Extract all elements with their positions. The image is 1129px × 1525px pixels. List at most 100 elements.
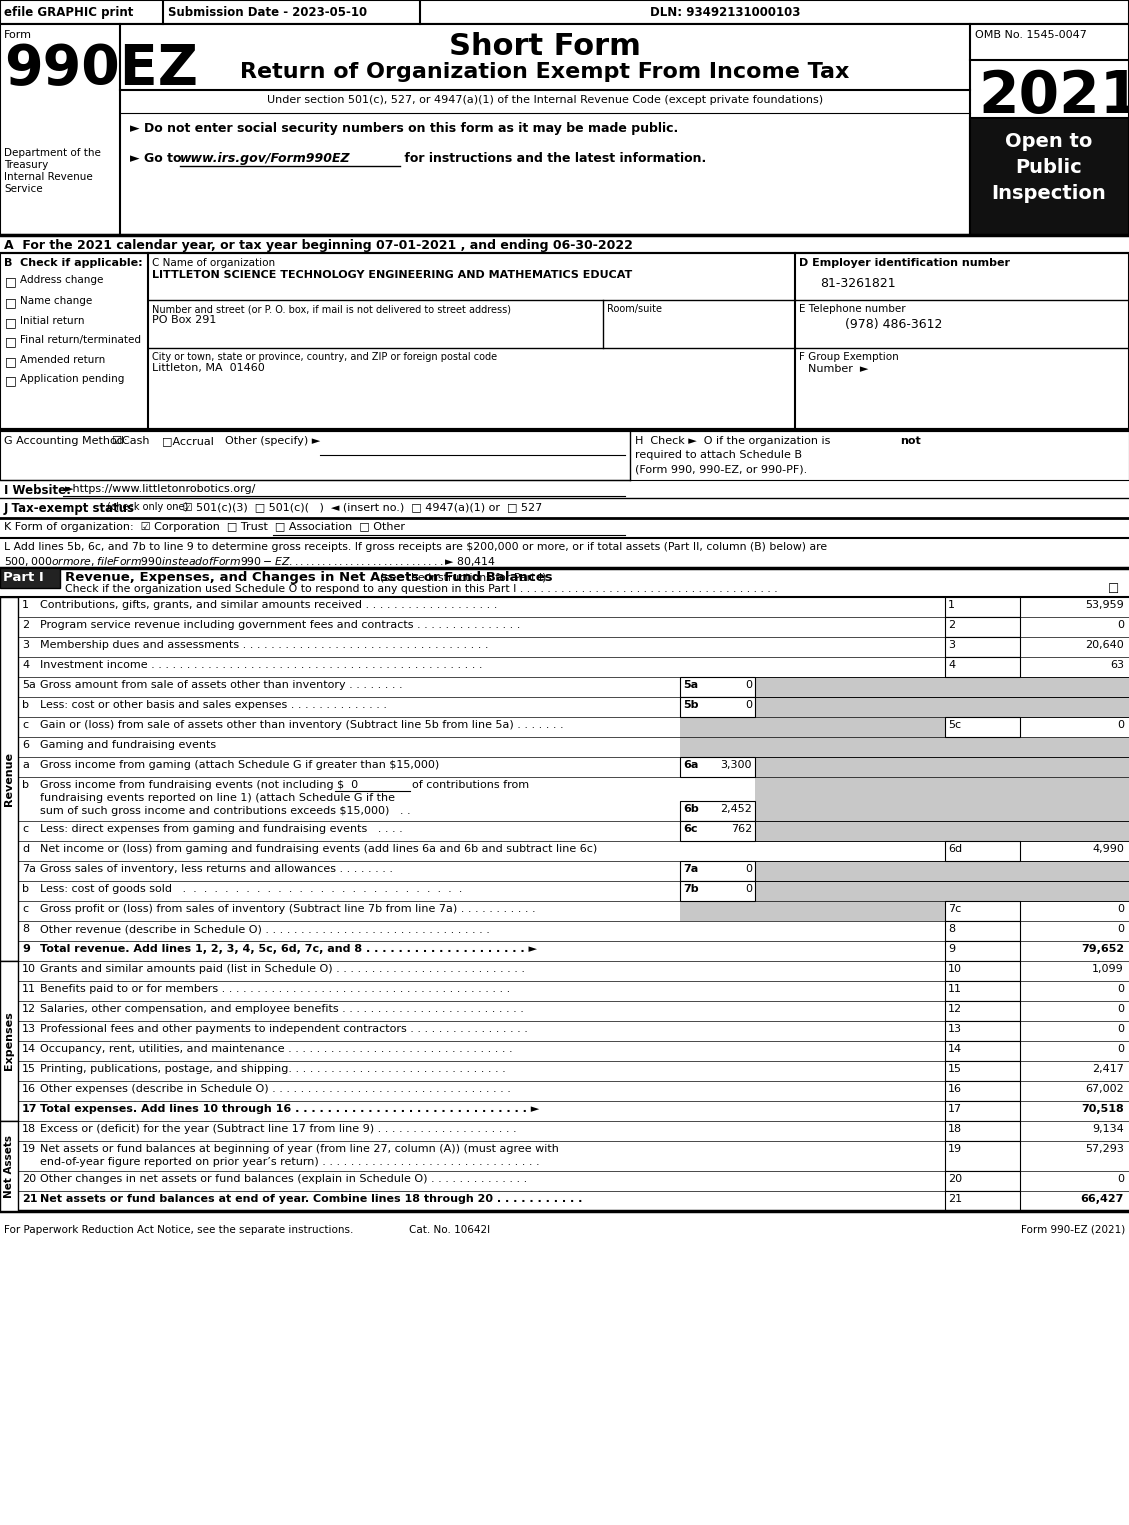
Text: 0: 0 <box>745 680 752 689</box>
Bar <box>945 921 1019 941</box>
Text: C Name of organization: C Name of organization <box>152 258 275 268</box>
Text: Total expenses. Add lines 10 through 16 . . . . . . . . . . . . . . . . . . . . : Total expenses. Add lines 10 through 16 … <box>40 1104 540 1113</box>
Bar <box>680 901 945 921</box>
Text: 2: 2 <box>21 621 29 630</box>
Text: 12: 12 <box>21 1003 36 1014</box>
Text: 10: 10 <box>21 964 36 974</box>
Bar <box>680 717 945 737</box>
Text: 11: 11 <box>948 984 962 994</box>
Text: 53,959: 53,959 <box>1085 599 1124 610</box>
Bar <box>945 1141 1019 1171</box>
Text: 5c: 5c <box>948 720 961 730</box>
Text: 0: 0 <box>745 865 752 874</box>
Text: Gross amount from sale of assets other than inventory . . . . . . . .: Gross amount from sale of assets other t… <box>40 680 403 689</box>
Bar <box>0 253 1129 430</box>
Text: 7a: 7a <box>683 865 698 874</box>
Bar <box>945 1042 1019 1061</box>
Text: Number  ►: Number ► <box>808 364 868 374</box>
Text: 12: 12 <box>948 1003 962 1014</box>
Text: Grants and similar amounts paid (list in Schedule O) . . . . . . . . . . . . . .: Grants and similar amounts paid (list in… <box>40 964 525 974</box>
Text: 2021: 2021 <box>978 69 1129 125</box>
Text: PO Box 291: PO Box 291 <box>152 316 217 325</box>
Bar <box>945 1022 1019 1042</box>
Text: Form: Form <box>5 30 32 40</box>
Text: Revenue, Expenses, and Changes in Net Assets or Fund Balances: Revenue, Expenses, and Changes in Net As… <box>65 570 552 584</box>
Bar <box>680 820 755 840</box>
Text: 9: 9 <box>948 944 955 955</box>
Text: 13: 13 <box>948 1023 962 1034</box>
Text: Net assets or fund balances at end of year. Combine lines 18 through 20 . . . . : Net assets or fund balances at end of ye… <box>40 1194 583 1205</box>
Bar <box>945 596 1019 618</box>
Text: 0: 0 <box>745 700 752 711</box>
Text: of contributions from: of contributions from <box>412 779 530 790</box>
Bar <box>945 1000 1019 1022</box>
Text: 8: 8 <box>948 924 955 933</box>
Text: 16: 16 <box>21 1084 36 1093</box>
Text: Initial return: Initial return <box>20 316 85 326</box>
Text: 21: 21 <box>948 1194 962 1205</box>
Text: 0: 0 <box>1117 1045 1124 1054</box>
Text: Cat. No. 10642I: Cat. No. 10642I <box>410 1225 491 1235</box>
Bar <box>755 862 1129 881</box>
Text: ☑Cash: ☑Cash <box>105 436 149 445</box>
Text: 63: 63 <box>1110 660 1124 669</box>
Text: Number and street (or P. O. box, if mail is not delivered to street address): Number and street (or P. O. box, if mail… <box>152 303 511 314</box>
Bar <box>0 430 1129 480</box>
Text: c: c <box>21 720 28 730</box>
Text: ► Go to: ► Go to <box>130 152 186 165</box>
Text: 2: 2 <box>948 621 955 630</box>
Text: 6c: 6c <box>683 824 698 834</box>
Text: d: d <box>21 843 29 854</box>
Text: □: □ <box>5 374 17 387</box>
Text: 20: 20 <box>948 1174 962 1183</box>
Text: 0: 0 <box>1117 924 1124 933</box>
Bar <box>945 637 1019 657</box>
Text: Professional fees and other payments to independent contractors . . . . . . . . : Professional fees and other payments to … <box>40 1023 528 1034</box>
Text: Excess or (deficit) for the year (Subtract line 17 from line 9) . . . . . . . . : Excess or (deficit) for the year (Subtra… <box>40 1124 517 1135</box>
Text: · ☑ 501(c)(3)  □ 501(c)(   )  ◄ (insert no.)  □ 4947(a)(1) or  □ 527: · ☑ 501(c)(3) □ 501(c)( ) ◄ (insert no.)… <box>172 502 542 512</box>
Text: 16: 16 <box>948 1084 962 1093</box>
Text: 1: 1 <box>21 599 29 610</box>
Text: A  For the 2021 calendar year, or tax year beginning 07-01-2021 , and ending 06-: A For the 2021 calendar year, or tax yea… <box>5 239 633 252</box>
Bar <box>945 657 1019 677</box>
Text: Less: direct expenses from gaming and fundraising events   . . . .: Less: direct expenses from gaming and fu… <box>40 824 403 834</box>
Text: 2,417: 2,417 <box>1092 1064 1124 1074</box>
Text: 7c: 7c <box>948 904 961 913</box>
Bar <box>970 117 1129 235</box>
Text: for instructions and the latest information.: for instructions and the latest informat… <box>400 152 707 165</box>
Text: 67,002: 67,002 <box>1085 1084 1124 1093</box>
Text: Benefits paid to or for members . . . . . . . . . . . . . . . . . . . . . . . . : Benefits paid to or for members . . . . … <box>40 984 510 994</box>
Text: D Employer identification number: D Employer identification number <box>799 258 1010 268</box>
Text: Total revenue. Add lines 1, 2, 3, 4, 5c, 6d, 7c, and 8 . . . . . . . . . . . . .: Total revenue. Add lines 1, 2, 3, 4, 5c,… <box>40 944 537 955</box>
Text: Department of the: Department of the <box>5 148 100 159</box>
Text: 18: 18 <box>948 1124 962 1135</box>
Bar <box>680 697 755 717</box>
Text: Address change: Address change <box>20 274 104 285</box>
Text: Gain or (loss) from sale of assets other than inventory (Subtract line 5b from l: Gain or (loss) from sale of assets other… <box>40 720 563 730</box>
Text: Occupancy, rent, utilities, and maintenance . . . . . . . . . . . . . . . . . . : Occupancy, rent, utilities, and maintena… <box>40 1045 513 1054</box>
Text: □: □ <box>5 336 17 348</box>
Text: Part I: Part I <box>3 570 44 584</box>
Text: (Form 990, 990-EZ, or 990-PF).: (Form 990, 990-EZ, or 990-PF). <box>634 464 807 474</box>
Bar <box>0 961 18 1121</box>
Text: Gross sales of inventory, less returns and allowances . . . . . . . .: Gross sales of inventory, less returns a… <box>40 865 393 874</box>
Text: c: c <box>21 824 28 834</box>
Text: □: □ <box>5 355 17 368</box>
Text: 81-3261821: 81-3261821 <box>820 278 895 290</box>
Text: E Telephone number: E Telephone number <box>799 303 905 314</box>
Text: Check if the organization used Schedule O to respond to any question in this Par: Check if the organization used Schedule … <box>65 584 778 595</box>
Text: B  Check if applicable:: B Check if applicable: <box>5 258 142 268</box>
Text: 11: 11 <box>21 984 36 994</box>
Text: 5a: 5a <box>21 680 36 689</box>
Text: L Add lines 5b, 6c, and 7b to line 9 to determine gross receipts. If gross recei: L Add lines 5b, 6c, and 7b to line 9 to … <box>5 541 828 552</box>
Text: Public: Public <box>1016 159 1083 177</box>
Text: 3: 3 <box>21 640 29 650</box>
Text: 9,134: 9,134 <box>1092 1124 1124 1135</box>
Text: b: b <box>21 779 29 790</box>
Text: Revenue: Revenue <box>5 752 14 807</box>
Bar <box>945 1191 1019 1211</box>
Text: (check only one): (check only one) <box>107 502 189 512</box>
Text: 5b: 5b <box>683 700 699 711</box>
Text: OMB No. 1545-0047: OMB No. 1545-0047 <box>975 30 1087 40</box>
Text: 19: 19 <box>21 1144 36 1154</box>
